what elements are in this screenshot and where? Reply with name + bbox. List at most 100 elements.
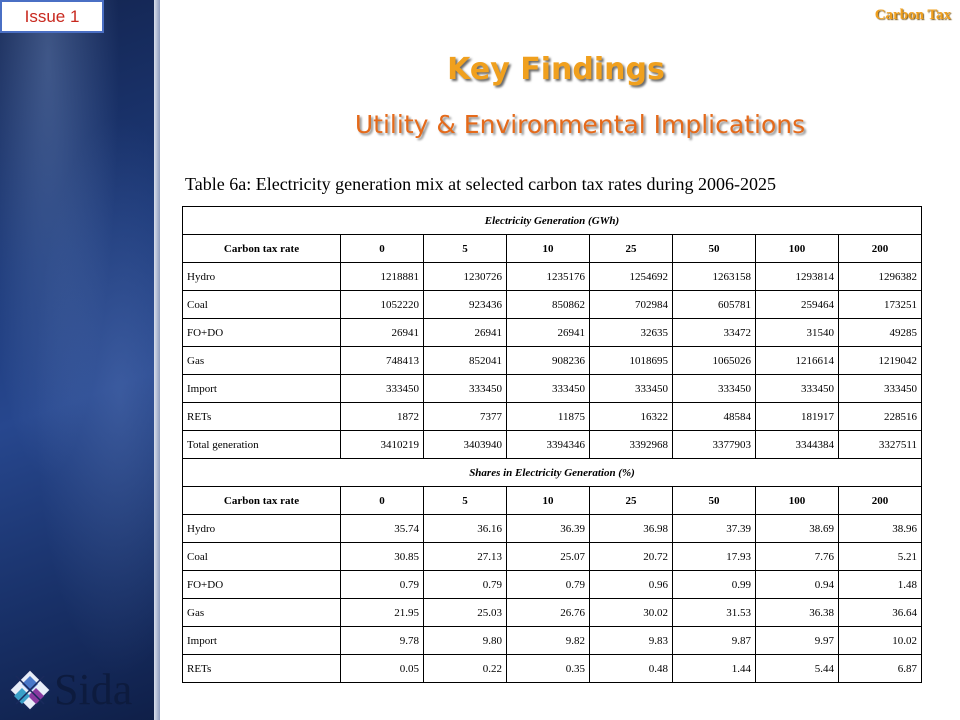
value-cell: 1263158 xyxy=(672,262,756,291)
value-cell: 26.76 xyxy=(506,598,590,627)
value-cell: 6.87 xyxy=(838,654,922,683)
value-cell: 1254692 xyxy=(589,262,673,291)
value-cell: 38.96 xyxy=(838,514,922,543)
value-cell: 3392968 xyxy=(589,430,673,459)
rate-header-cell: 25 xyxy=(589,234,673,263)
section-title-row: Electricity Generation (GWh) xyxy=(182,206,922,235)
value-cell: 1052220 xyxy=(340,290,424,319)
value-cell: 852041 xyxy=(423,346,507,375)
table-row: Coal 1052220 923436 850862 702984 605781 25946… xyxy=(182,290,922,319)
value-cell: 1.44 xyxy=(672,654,756,683)
value-cell: 0.99 xyxy=(672,570,756,599)
row-label-cell: Hydro xyxy=(182,514,341,543)
value-cell: 181917 xyxy=(755,402,839,431)
row-label-cell: Total generation xyxy=(182,430,341,459)
value-cell: 1.48 xyxy=(838,570,922,599)
value-cell: 25.07 xyxy=(506,542,590,571)
value-cell: 1219042 xyxy=(838,346,922,375)
value-cell: 26941 xyxy=(506,318,590,347)
value-cell: 702984 xyxy=(589,290,673,319)
value-cell: 9.87 xyxy=(672,626,756,655)
header-row: Carbon tax rate 0 5 10 25 50 100 200 xyxy=(182,234,922,263)
table-row: FO+DO 26941 26941 26941 32635 33472 31540 49285 xyxy=(182,318,922,347)
section-title: Shares in Electricity Generation (%) xyxy=(182,458,922,487)
value-cell: 36.38 xyxy=(755,598,839,627)
rate-header-cell: 100 xyxy=(755,486,839,515)
value-cell: 748413 xyxy=(340,346,424,375)
rate-header-cell: 100 xyxy=(755,234,839,263)
row-label-cell: Hydro xyxy=(182,262,341,291)
value-cell: 26941 xyxy=(340,318,424,347)
value-cell: 3377903 xyxy=(672,430,756,459)
table-row: Import 333450 333450 333450 333450 333450 3334… xyxy=(182,374,922,403)
sidebar-edge xyxy=(154,0,160,720)
value-cell: 5.44 xyxy=(755,654,839,683)
issue-badge: Issue 1 xyxy=(0,0,104,33)
page-subtitle: Utility & Environmental Implications xyxy=(354,110,806,139)
section-title-row: Shares in Electricity Generation (%) xyxy=(182,458,922,487)
value-cell: 0.79 xyxy=(340,570,424,599)
value-cell: 10.02 xyxy=(838,626,922,655)
value-cell: 1218881 xyxy=(340,262,424,291)
value-cell: 9.78 xyxy=(340,626,424,655)
row-label-cell: FO+DO xyxy=(182,570,341,599)
value-cell: 333450 xyxy=(672,374,756,403)
value-cell: 33472 xyxy=(672,318,756,347)
value-cell: 36.16 xyxy=(423,514,507,543)
value-cell: 3394346 xyxy=(506,430,590,459)
value-cell: 1216614 xyxy=(755,346,839,375)
sida-logo: Sida xyxy=(8,666,158,714)
rate-header-cell: 5 xyxy=(423,486,507,515)
value-cell: 9.83 xyxy=(589,626,673,655)
value-cell: 7.76 xyxy=(755,542,839,571)
value-cell: 16322 xyxy=(589,402,673,431)
page-title: Key Findings xyxy=(447,52,665,87)
row-label-cell: FO+DO xyxy=(182,318,341,347)
table-row: Coal 30.85 27.13 25.07 20.72 17.93 7.76 5.21 xyxy=(182,542,922,571)
value-cell: 27.13 xyxy=(423,542,507,571)
value-cell: 3344384 xyxy=(755,430,839,459)
value-cell: 25.03 xyxy=(423,598,507,627)
value-cell: 333450 xyxy=(589,374,673,403)
value-cell: 333450 xyxy=(423,374,507,403)
row-label-cell: Gas xyxy=(182,598,341,627)
rate-header-cell: 200 xyxy=(838,486,922,515)
value-cell: 908236 xyxy=(506,346,590,375)
value-cell: 9.97 xyxy=(755,626,839,655)
sida-logo-text: Sida xyxy=(54,665,133,714)
value-cell: 5.21 xyxy=(838,542,922,571)
value-cell: 36.64 xyxy=(838,598,922,627)
header-row: Carbon tax rate 0 5 10 25 50 100 200 xyxy=(182,486,922,515)
value-cell: 37.39 xyxy=(672,514,756,543)
table-caption: Table 6a: Electricity generation mix at … xyxy=(185,174,777,194)
value-cell: 30.85 xyxy=(340,542,424,571)
value-cell: 333450 xyxy=(755,374,839,403)
value-cell: 1235176 xyxy=(506,262,590,291)
table-row: Total generation 3410219 3403940 3394346 339… xyxy=(182,430,922,459)
value-cell: 0.05 xyxy=(340,654,424,683)
value-cell: 850862 xyxy=(506,290,590,319)
value-cell: 1872 xyxy=(340,402,424,431)
value-cell: 173251 xyxy=(838,290,922,319)
table-row: Import 9.78 9.80 9.82 9.83 9.87 9.97 10.02 xyxy=(182,626,922,655)
value-cell: 0.79 xyxy=(506,570,590,599)
value-cell: 0.48 xyxy=(589,654,673,683)
row-label-cell: Import xyxy=(182,626,341,655)
value-cell: 31540 xyxy=(755,318,839,347)
value-cell: 9.80 xyxy=(423,626,507,655)
value-cell: 0.94 xyxy=(755,570,839,599)
sidebar-background xyxy=(0,0,160,720)
table-row: RETs 0.05 0.22 0.35 0.48 1.44 5.44 6.87 xyxy=(182,654,922,683)
value-cell: 333450 xyxy=(340,374,424,403)
row-label-cell: Coal xyxy=(182,290,341,319)
value-cell: 30.02 xyxy=(589,598,673,627)
value-cell: 36.98 xyxy=(589,514,673,543)
value-cell: 333450 xyxy=(838,374,922,403)
value-cell: 0.79 xyxy=(423,570,507,599)
value-cell: 0.35 xyxy=(506,654,590,683)
section-title: Electricity Generation (GWh) xyxy=(182,206,922,235)
table-row: FO+DO 0.79 0.79 0.79 0.96 0.99 0.94 1.48 xyxy=(182,570,922,599)
table-row: Gas 21.95 25.03 26.76 30.02 31.53 36.38 36.64 xyxy=(182,598,922,627)
rate-header-cell: 50 xyxy=(672,234,756,263)
generation-table: Electricity Generation (GWh) Carbon tax r… xyxy=(182,206,922,683)
